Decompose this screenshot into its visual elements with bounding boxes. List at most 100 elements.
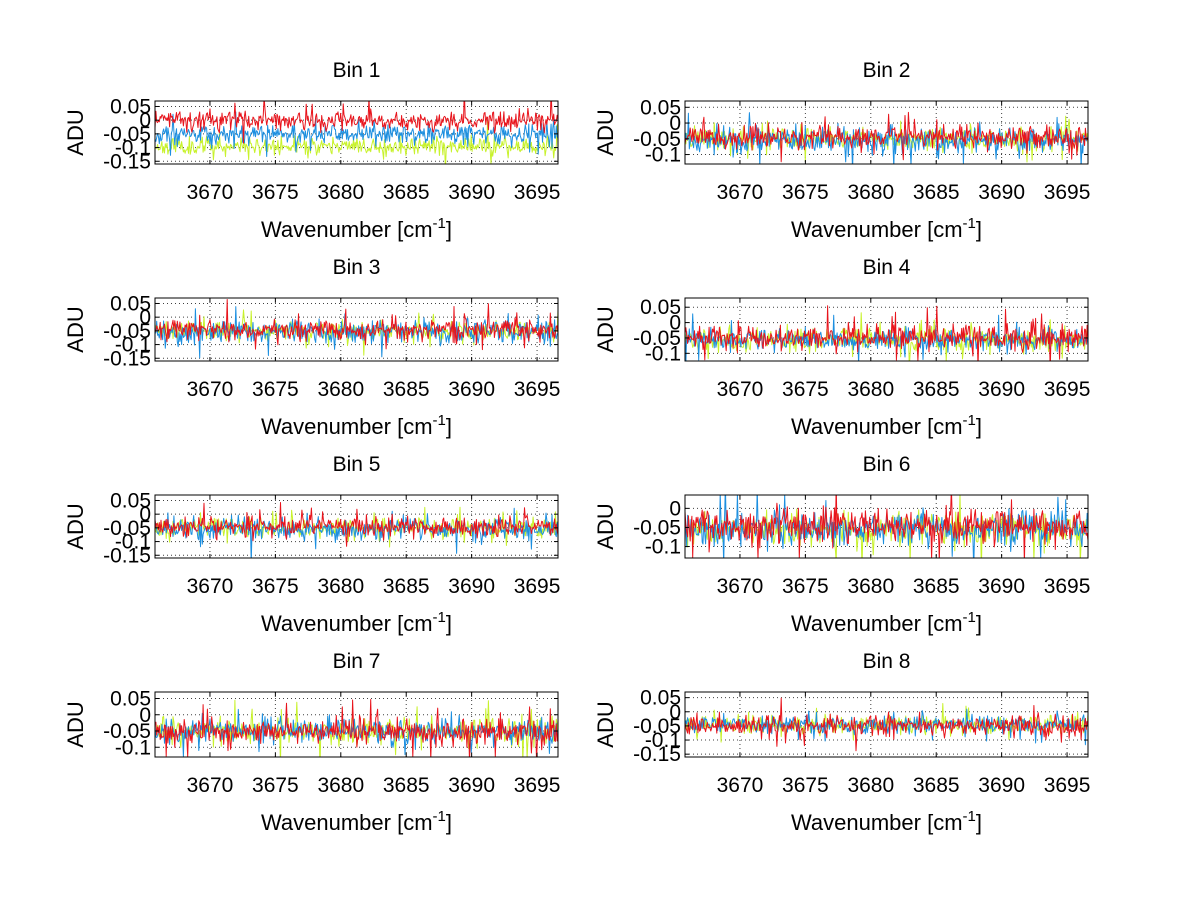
subplot-title: Bin 8	[863, 650, 911, 673]
y-tick-label: -0.1	[115, 334, 151, 357]
x-tick-label: 3680	[847, 774, 894, 797]
x-axis-label-tail: ]	[446, 810, 452, 835]
y-tick-label: 0.05	[110, 489, 151, 512]
y-tick-label: 0.05	[640, 96, 681, 119]
x-tick-label: 3670	[717, 774, 764, 797]
x-tick-label: 3695	[1044, 181, 1091, 204]
x-tick-label: 3690	[448, 181, 495, 204]
subplot-title: Bin 2	[863, 59, 911, 82]
x-tick-label: 3670	[187, 378, 234, 401]
x-tick-label: 3690	[978, 181, 1025, 204]
x-tick-label: 3695	[1044, 575, 1091, 598]
x-axis-label: Wavenumber [cm-1]	[261, 609, 452, 636]
x-tick-label: 3680	[317, 575, 364, 598]
subplot-bin-6: Bin 6 3670 3675 3680 3685 3690 3695 -0.1-0.050 A…	[593, 453, 1090, 636]
x-axis-label-main: Wavenumber [cm	[791, 217, 963, 242]
y-tick-label: 0.05	[640, 687, 681, 710]
y-tick-label: 0.05	[110, 688, 151, 711]
x-tick-label: 3685	[383, 575, 430, 598]
x-tick-label: 3685	[383, 378, 430, 401]
x-axis-label-superscript: -1	[963, 412, 976, 429]
y-tick-label: -0.1	[115, 137, 151, 160]
subplot-bin-5: Bin 5 3670 3675 3680 3685 3690 3695 -0.15-0.1-0…	[63, 453, 560, 636]
x-axis-label: Wavenumber [cm-1]	[261, 808, 452, 835]
axes-frame	[684, 100, 1089, 165]
x-axis-label-superscript: -1	[963, 808, 976, 825]
x-tick-label: 3680	[317, 181, 364, 204]
x-tick-label: 3690	[448, 774, 495, 797]
x-axis-label: Wavenumber [cm-1]	[791, 808, 982, 835]
series-line-red	[685, 305, 1088, 361]
axes-frame	[154, 297, 559, 362]
y-axis-label: ADU	[63, 503, 88, 549]
y-tick-label: -0.1	[645, 729, 681, 752]
y-tick-label: 0	[669, 701, 681, 724]
x-axis-label: Wavenumber [cm-1]	[791, 215, 982, 242]
y-tick-label: -0.05	[103, 720, 151, 743]
x-axis-label-tail: ]	[446, 414, 452, 439]
x-tick-label: 3685	[913, 181, 960, 204]
x-axis-label-tail: ]	[976, 217, 982, 242]
subplot-title: Bin 4	[863, 256, 911, 279]
x-axis-label-main: Wavenumber [cm	[261, 810, 433, 835]
x-tick-label: 3695	[1044, 378, 1091, 401]
series-line-blue	[155, 111, 558, 157]
y-tick-label: -0.1	[645, 536, 681, 559]
x-axis-label-superscript: -1	[433, 808, 446, 825]
subplot-bin-3: Bin 3 3670 3675 3680 3685 3690 3695 -0.15-0.1-0…	[63, 256, 560, 439]
x-tick-label: 3690	[448, 378, 495, 401]
x-axis-label-superscript: -1	[433, 609, 446, 626]
x-tick-label: 3670	[187, 181, 234, 204]
x-axis-label-tail: ]	[446, 217, 452, 242]
x-tick-label: 3675	[782, 378, 829, 401]
y-axis-label: ADU	[593, 503, 618, 549]
x-axis-label: Wavenumber [cm-1]	[791, 412, 982, 439]
x-axis-label-main: Wavenumber [cm	[261, 414, 433, 439]
y-tick-label: -0.15	[633, 743, 681, 766]
y-axis-label: ADU	[593, 701, 618, 747]
series-line-green	[155, 120, 558, 164]
x-tick-label: 3675	[782, 575, 829, 598]
y-tick-label: -0.05	[103, 517, 151, 540]
x-tick-label: 3680	[847, 181, 894, 204]
y-axis-label: ADU	[63, 306, 88, 352]
x-tick-label: 3685	[913, 378, 960, 401]
subplot-title: Bin 1	[333, 59, 381, 82]
x-tick-label: 3680	[847, 378, 894, 401]
y-axis-label: ADU	[593, 306, 618, 352]
x-tick-label: 3695	[514, 575, 561, 598]
y-tick-label: -0.15	[103, 347, 151, 370]
series-line-red	[155, 299, 558, 351]
subplot-bin-4: Bin 4 3670 3675 3680 3685 3690 3695 -0.1-0.0500…	[593, 256, 1090, 439]
x-axis-label-main: Wavenumber [cm	[261, 217, 433, 242]
x-tick-label: 3685	[383, 181, 430, 204]
x-axis-label-main: Wavenumber [cm	[261, 611, 433, 636]
x-tick-label: 3695	[514, 378, 561, 401]
x-tick-label: 3675	[252, 774, 299, 797]
x-tick-label: 3675	[782, 181, 829, 204]
axes-frame	[684, 297, 1089, 362]
y-tick-label: 0	[139, 704, 151, 727]
x-tick-label: 3695	[514, 774, 561, 797]
x-tick-label: 3690	[978, 774, 1025, 797]
x-tick-label: 3675	[252, 378, 299, 401]
x-tick-label: 3685	[913, 575, 960, 598]
subplot-bin-8: Bin 8 3670 3675 3680 3685 3690 3695 -0.15-0.1-0…	[593, 650, 1090, 835]
subplot-title: Bin 6	[863, 453, 911, 476]
series-line-red	[685, 697, 1088, 752]
x-axis-label-superscript: -1	[433, 412, 446, 429]
series-line-red	[685, 495, 1088, 558]
x-tick-label: 3695	[514, 181, 561, 204]
x-tick-label: 3695	[1044, 774, 1091, 797]
subplot-title: Bin 3	[333, 256, 381, 279]
x-axis-label: Wavenumber [cm-1]	[791, 609, 982, 636]
y-tick-label: 0	[139, 503, 151, 526]
x-axis-label-main: Wavenumber [cm	[791, 414, 963, 439]
x-tick-label: 3670	[717, 181, 764, 204]
x-axis-label: Wavenumber [cm-1]	[261, 412, 452, 439]
axes-frame	[154, 494, 559, 559]
series-line-red	[685, 111, 1088, 163]
y-tick-label: 0.05	[110, 292, 151, 315]
series-line-red	[155, 699, 558, 757]
